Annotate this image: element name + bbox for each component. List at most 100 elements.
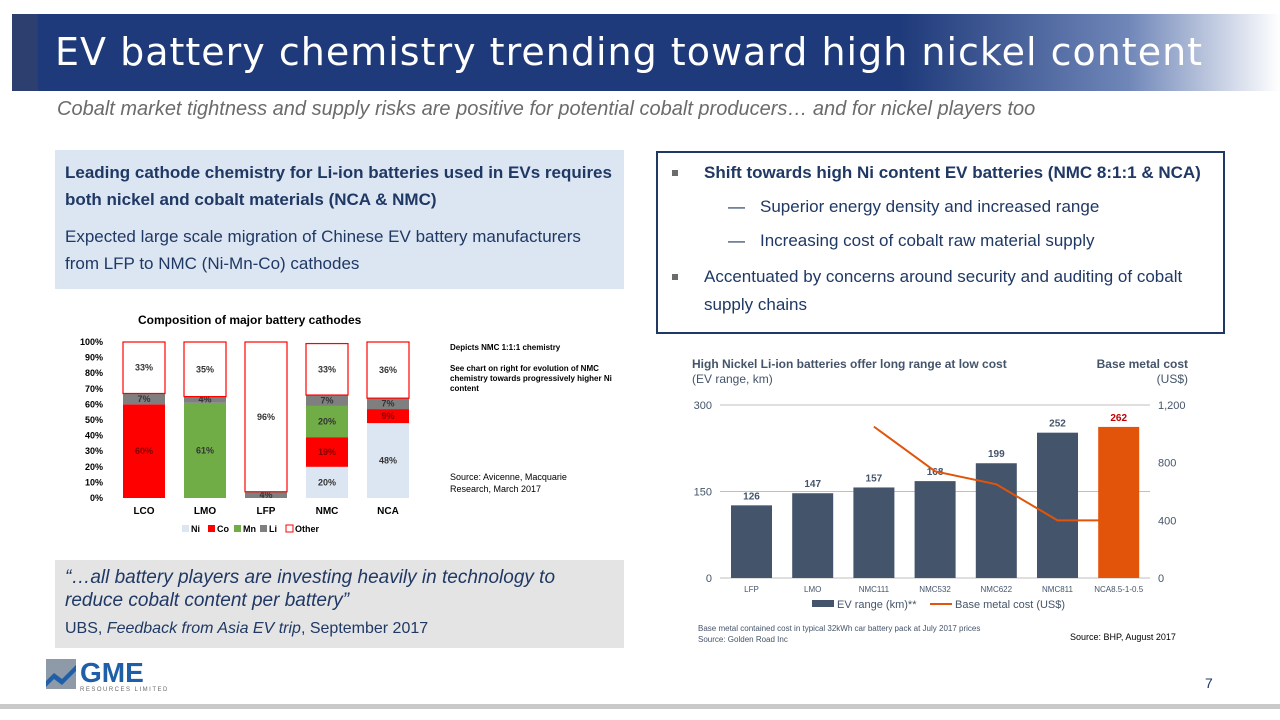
quote-source: UBS, Feedback from Asia EV trip, Septemb… [65, 620, 614, 638]
chart1-bar-segment [183, 341, 227, 398]
chart1-legend-swatch [234, 525, 241, 532]
chart2-right-subtitle: (US$) [1157, 372, 1188, 386]
chart1-note-2: See chart on right for evolution of NMC … [450, 364, 612, 393]
chart1-data-label: 19% [318, 447, 336, 457]
chart2-legend-swatch [812, 600, 834, 607]
chart2-data-label: 147 [804, 479, 821, 490]
sub-bullet-item: — Increasing cost of cobalt raw material… [668, 227, 1213, 255]
chart2-right-tick: 800 [1158, 458, 1176, 470]
chart1-bar-segment [244, 341, 288, 493]
quote-source-prefix: UBS, [65, 620, 107, 637]
chart1-y-tick: 70% [85, 384, 103, 394]
chart2-bar [853, 487, 895, 578]
chart1-data-label: 7% [381, 399, 394, 409]
chart1-data-label: 48% [379, 456, 397, 466]
chart2-data-label: 262 [1110, 413, 1127, 424]
chart2-left-tick: 300 [694, 400, 712, 412]
chart1-y-tick: 90% [85, 353, 103, 363]
chart2-x-tick: NMC622 [981, 585, 1013, 594]
chart1-title: Composition of major battery cathodes [138, 313, 362, 327]
chart2-right-tick: 400 [1158, 515, 1176, 527]
dash-icon: — [728, 231, 745, 250]
chart1-bar-segment [306, 395, 348, 406]
chart1-bar-segment [367, 423, 409, 498]
slide-title: EV battery chemistry trending toward hig… [55, 30, 1204, 74]
chart1-legend-swatch [260, 525, 267, 532]
chart1-bar-segment [306, 466, 348, 498]
chart2-cost-line [873, 425, 1119, 522]
chart1-data-label: 7% [320, 396, 333, 406]
chart1-bar-segment [245, 491, 287, 498]
chart2-right-title: Base metal cost [1097, 357, 1188, 371]
bullet-item: Accentuated by concerns around security … [668, 263, 1213, 319]
quote-text: “…all battery players are investing heav… [65, 567, 556, 611]
quote-source-date: , September 2017 [300, 620, 429, 637]
chart2-legend-label: Base metal cost (US$) [955, 599, 1065, 611]
chart1-y-tick: 40% [85, 431, 103, 441]
chart1-bar-segment [122, 341, 166, 395]
chart1-bar-segment [367, 409, 409, 424]
chart1-bar-segment [306, 437, 348, 467]
chart1-data-label: 61% [196, 445, 214, 455]
chart1-bar-segment [123, 393, 165, 405]
chart1-note-1: Depicts NMC 1:1:1 chemistry [450, 343, 561, 352]
chart1-data-label: 7% [137, 394, 150, 404]
chart2-left-tick: 150 [694, 487, 712, 499]
chart1-data-label: 9% [381, 411, 394, 421]
chart2-x-tick: NMC811 [1042, 585, 1074, 594]
bullet-text: Accentuated by concerns around security … [704, 267, 1183, 314]
chart1-data-label: 96% [257, 412, 275, 422]
page-number: 7 [1205, 675, 1213, 691]
chart1-bar-segment [305, 342, 349, 396]
chart2-x-tick: NMC111 [859, 585, 890, 594]
chart2-x-tick: LMO [804, 585, 821, 594]
bullet-square-icon [672, 170, 678, 176]
chart1-y-tick: 60% [85, 399, 103, 409]
chart2-footnote: Base metal contained cost in typical 32k… [698, 624, 980, 633]
chart1-legend-label: Ni [191, 524, 200, 534]
chart1-bar-segment [123, 404, 165, 498]
chart1-x-tick: LFP [257, 506, 276, 517]
chart2-subtitle: (EV range, km) [692, 372, 773, 386]
title-accent [12, 14, 38, 91]
chart1-data-label: 4% [198, 395, 211, 405]
chart1-bar-segment [184, 396, 226, 403]
bullet-item: Shift towards high Ni content EV batteri… [668, 159, 1213, 187]
dash-icon: — [728, 197, 745, 216]
chart1-x-tick: NCA [377, 506, 399, 517]
chart1-legend-label: Other [295, 524, 320, 534]
chart1-y-tick: 50% [85, 415, 103, 425]
sub-bullet-text: Superior energy density and increased ra… [760, 197, 1100, 216]
chart1-data-label: 33% [135, 363, 153, 373]
chart2-data-label: 126 [743, 491, 760, 502]
chart1-data-label: 36% [379, 365, 397, 375]
chart2-bar [914, 481, 956, 578]
gme-logo: GME RESOURCES LIMITED [46, 657, 169, 693]
chart1-y-tick: 20% [85, 462, 103, 472]
chart1-y-tick: 30% [85, 446, 103, 456]
chart1-legend-label: Li [269, 524, 277, 534]
bullet-text: Shift towards high Ni content EV batteri… [704, 163, 1201, 182]
chart2-bar [1098, 426, 1140, 578]
chart2-right-tick: 1,200 [1158, 400, 1186, 412]
chart1-legend-label: Co [217, 524, 229, 534]
logo-tagline: RESOURCES LIMITED [80, 687, 169, 693]
chart1-source: Source: Avicenne, Macquarie Research, Ma… [450, 472, 567, 494]
chart2-data-label: 199 [988, 449, 1005, 460]
chart1-bar-segment [366, 341, 410, 399]
bottom-rule [0, 704, 1280, 709]
chart2-title: High Nickel Li-ion batteries offer long … [692, 357, 1007, 371]
chart2-x-tick: LFP [744, 585, 759, 594]
chart2-left-tick: 0 [706, 573, 712, 585]
quote-source-title: Feedback from Asia EV trip [106, 620, 301, 637]
range-cost-chart: High Nickel Li-ion batteries offer long … [692, 357, 1188, 644]
chart1-data-label: 20% [318, 477, 336, 487]
chart1-legend-swatch [208, 525, 215, 532]
chart1-legend-swatch [285, 524, 294, 533]
chart1-data-label: 35% [196, 364, 214, 374]
cathode-composition-chart: Composition of major battery cathodes 0% 1… [80, 313, 410, 534]
chart1-bar-segment [184, 402, 226, 498]
chart2-bar [731, 505, 772, 578]
chart1-data-label: 20% [318, 417, 336, 427]
chart1-data-label: 33% [318, 364, 336, 374]
